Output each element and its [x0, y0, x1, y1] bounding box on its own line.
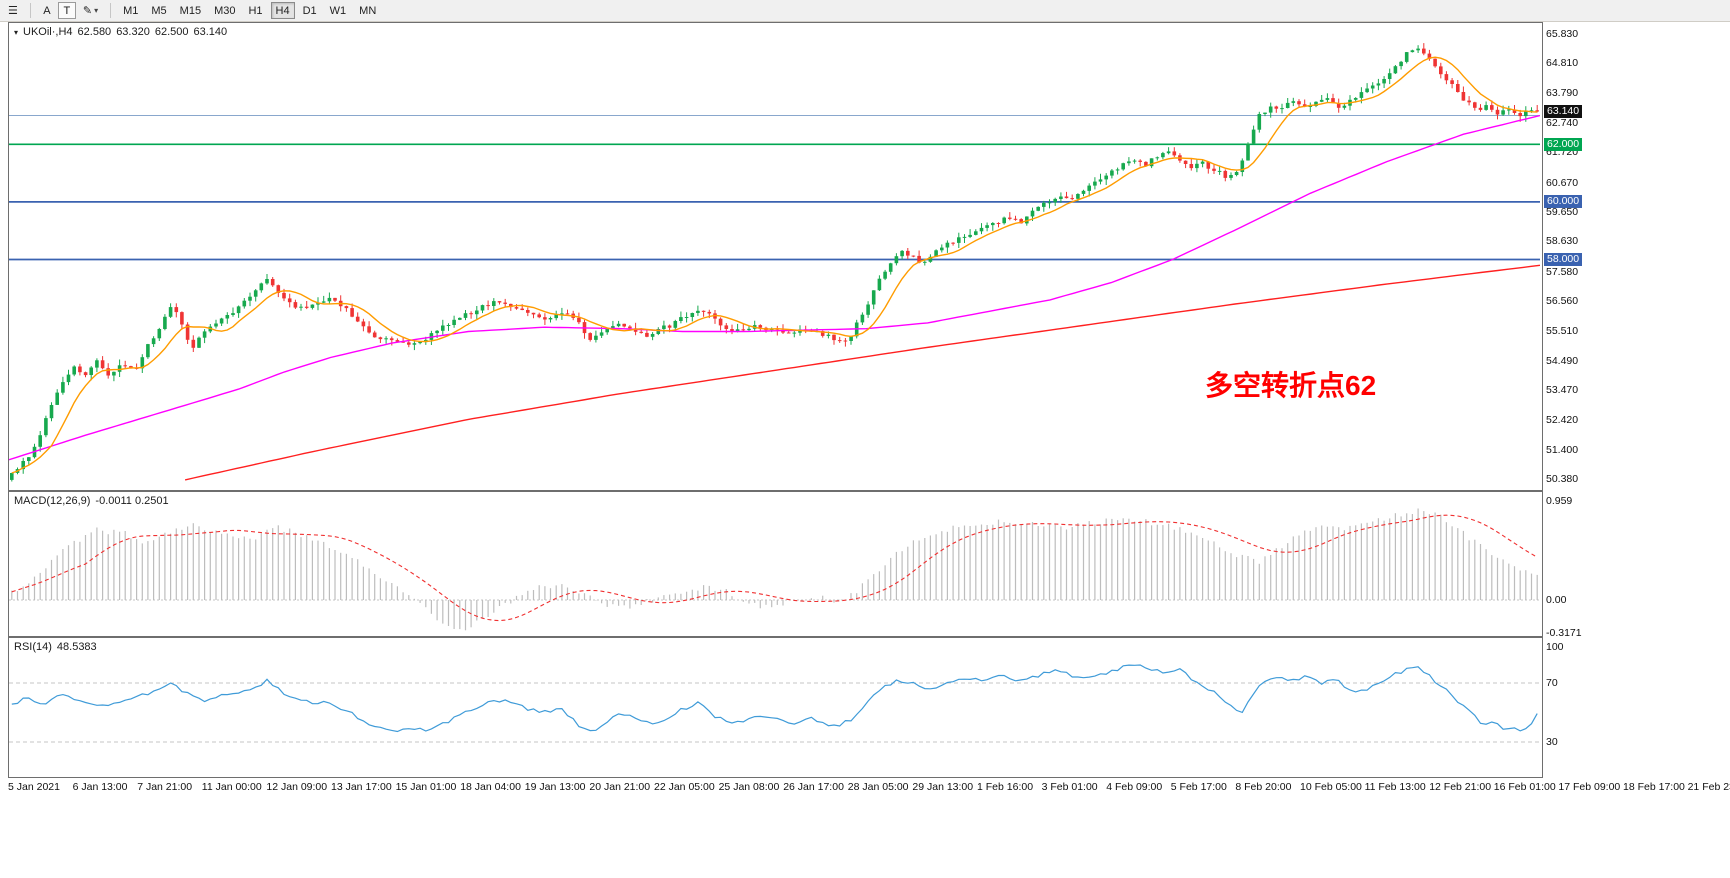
time-label: 20 Jan 21:00: [589, 781, 651, 793]
time-label: 7 Jan 21:00: [137, 781, 193, 793]
price-tick-label: 58.630: [1546, 235, 1579, 247]
time-label: 13 Jan 17:00: [331, 781, 392, 793]
price-tick-label: 50.380: [1546, 473, 1579, 485]
ohlc-open: 62.580: [77, 26, 112, 38]
timeframe-mn-button[interactable]: MN: [354, 2, 381, 19]
time-label: 5 Jan 2021: [8, 781, 60, 793]
rsi-tick-label: 70: [1546, 677, 1558, 689]
rsi-panel[interactable]: RSI(14) 48.5383: [8, 637, 1543, 778]
time-label: 15 Jan 01:00: [395, 781, 457, 793]
timeframe-m5-button[interactable]: M5: [146, 2, 171, 19]
macd-panel[interactable]: MACD(12,26,9) -0.0011 0.2501: [8, 491, 1543, 637]
chevron-down-icon: ▾: [94, 6, 99, 15]
cursor-tool-a-button[interactable]: A: [38, 2, 56, 19]
macd-tick-label: -0.3171: [1546, 627, 1582, 639]
price-axis: 65.830 64.810 63.790 62.740 61.720 60.670 59.6…: [1543, 0, 1730, 878]
price-tick-label: 60.670: [1546, 177, 1579, 189]
time-label: 18 Jan 04:00: [460, 781, 521, 793]
price-tag-63.140: 63.140: [1544, 105, 1583, 118]
toolbar-separator: [110, 3, 112, 18]
rsi-label: RSI(14) 48.5383: [14, 641, 102, 653]
price-tick-label: 55.510: [1546, 325, 1579, 337]
timeframe-h4-button[interactable]: H4: [270, 2, 295, 19]
price-tag-60.000: 60.000: [1544, 195, 1583, 208]
ohlc-low: 62.500: [154, 26, 189, 38]
price-tag-58.000: 58.000: [1544, 253, 1583, 266]
time-label: 22 Jan 05:00: [654, 781, 715, 793]
charts-menu-icon[interactable]: ☰: [3, 2, 23, 19]
pen-icon: ✎: [82, 5, 93, 17]
timeframe-m1-button[interactable]: M1: [118, 2, 143, 19]
time-label: 21 Feb 23:00: [1687, 781, 1730, 793]
time-label: 16 Feb 01:00: [1493, 781, 1556, 793]
time-label: 18 Feb 17:00: [1623, 781, 1685, 793]
rsi-tick-label: 100: [1546, 641, 1564, 653]
time-label: 26 Jan 17:00: [783, 781, 844, 793]
price-tick-label: 65.830: [1546, 28, 1579, 40]
timeframe-w1-button[interactable]: W1: [325, 2, 352, 19]
timeframe-h1-button[interactable]: H1: [243, 2, 267, 19]
macd-tick-label: 0.00: [1546, 594, 1567, 606]
toolbar-separator: [29, 3, 31, 18]
symbol-ohlc-label: ▾ UKOil·,H4 62.580 63.320 62.500 63.140: [14, 26, 232, 38]
time-label: 29 Jan 13:00: [912, 781, 974, 793]
rsi-value: 48.5383: [56, 641, 97, 653]
time-label: 12 Feb 21:00: [1429, 781, 1492, 793]
time-label: 4 Feb 09:00: [1106, 781, 1163, 793]
price-tick-label: 56.560: [1546, 295, 1579, 307]
toolbar: ☰ A T ✎ ▾ M1 M5 M15 M30 H1 H4 D1 W1 MN: [0, 0, 1730, 22]
timeframe-m15-button[interactable]: M15: [175, 2, 206, 19]
time-label: 25 Jan 08:00: [718, 781, 780, 793]
candlestick-chart[interactable]: [9, 23, 1540, 488]
symbol-dropdown-icon[interactable]: ▾: [14, 28, 19, 37]
macd-values: -0.0011 0.2501: [95, 495, 169, 507]
price-tick-label: 57.580: [1546, 266, 1579, 278]
time-label: 5 Feb 17:00: [1170, 781, 1227, 793]
ohlc-close: 63.140: [193, 26, 228, 38]
price-chart-panel[interactable]: ▾ UKOil·,H4 62.580 63.320 62.500 63.140 多空转折点…: [8, 22, 1543, 491]
time-axis: 5 Jan 2021 6 Jan 13:00 7 Jan 21:00 11 Jan 0…: [0, 779, 1730, 795]
macd-label: MACD(12,26,9) -0.0011 0.2501: [14, 495, 174, 507]
rsi-chart[interactable]: [9, 638, 1540, 775]
price-tick-label: 62.740: [1546, 117, 1579, 129]
time-label: 8 Feb 20:00: [1235, 781, 1292, 793]
time-label: 6 Jan 13:00: [72, 781, 128, 793]
time-label: 28 Jan 05:00: [847, 781, 909, 793]
time-label: 11 Jan 00:00: [201, 781, 262, 793]
timeframe-d1-button[interactable]: D1: [298, 2, 322, 19]
price-tick-label: 63.790: [1546, 87, 1579, 99]
time-label: 17 Feb 09:00: [1558, 781, 1621, 793]
macd-name: MACD(12,26,9): [14, 495, 91, 507]
timeframe-m30-button[interactable]: M30: [209, 2, 240, 19]
price-tick-label: 64.810: [1546, 57, 1579, 69]
time-label: 19 Jan 13:00: [524, 781, 586, 793]
price-tag-62.000: 62.000: [1544, 138, 1583, 151]
time-label: 1 Feb 16:00: [977, 781, 1034, 793]
text-tool-t-button[interactable]: T: [57, 2, 76, 19]
ohlc-high: 63.320: [116, 26, 150, 38]
chart-annotation-text: 多空转折点62: [1205, 370, 1377, 401]
price-tick-label: 51.400: [1546, 444, 1579, 456]
symbol-name: UKOil·,H4: [23, 26, 73, 38]
time-label: 3 Feb 01:00: [1041, 781, 1098, 793]
time-label: 10 Feb 05:00: [1300, 781, 1362, 793]
price-tick-label: 53.470: [1546, 384, 1579, 396]
price-tick-label: 54.490: [1546, 355, 1579, 367]
macd-tick-label: 0.959: [1546, 495, 1573, 507]
price-tick-label: 59.650: [1546, 206, 1579, 218]
draw-tool-dropdown-button[interactable]: ✎ ▾: [78, 2, 103, 19]
rsi-tick-label: 30: [1546, 736, 1558, 748]
rsi-name: RSI(14): [14, 641, 52, 653]
macd-chart[interactable]: [9, 492, 1540, 634]
timeframe-group: M1 M5 M15 M30 H1 H4 D1 W1 MN: [118, 2, 381, 19]
time-label: 12 Jan 09:00: [266, 781, 328, 793]
price-tick-label: 52.420: [1546, 414, 1579, 426]
time-label: 11 Feb 13:00: [1364, 781, 1426, 793]
